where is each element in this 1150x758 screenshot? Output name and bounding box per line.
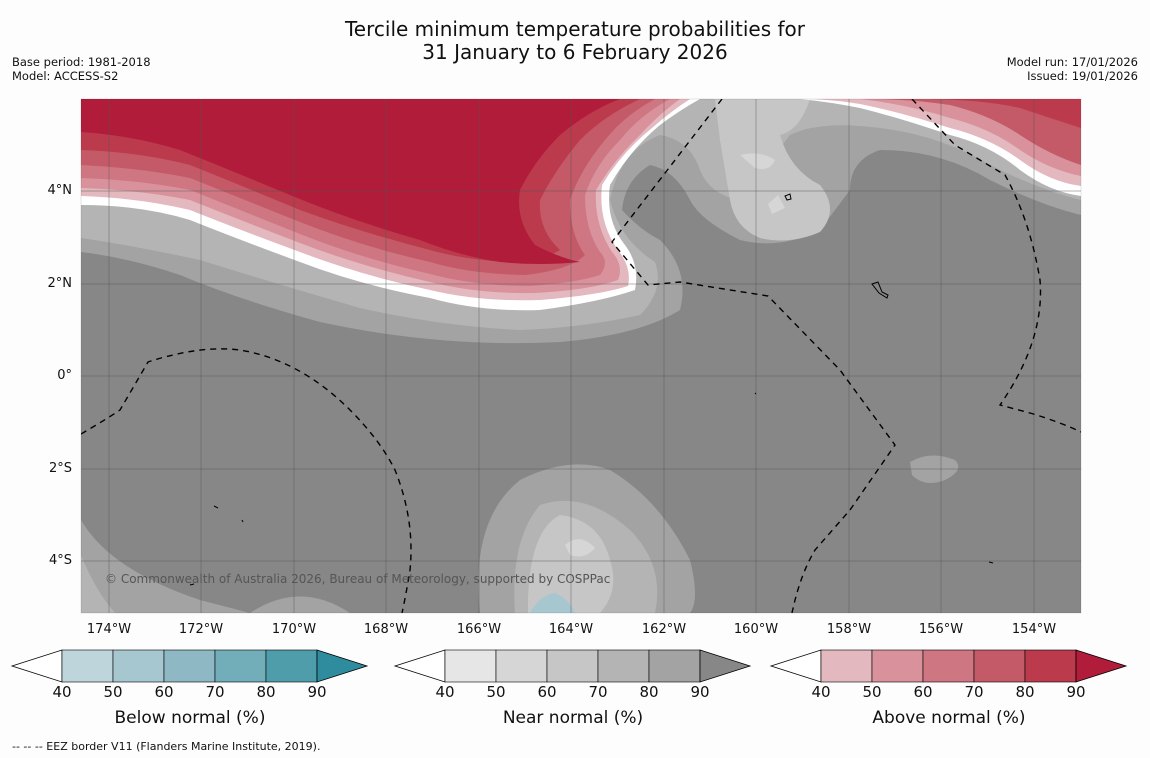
colorbar-near	[393, 649, 752, 683]
cb-above-title: Above normal (%)	[872, 708, 1026, 728]
cb-above-tick: 40	[811, 683, 831, 701]
cb-above-tick: 50	[862, 683, 882, 701]
cb-below-tick: 40	[52, 683, 72, 701]
lon-label-154w: 154°W	[1011, 622, 1057, 637]
cb-below-tick: 70	[205, 683, 225, 701]
lat-label-4s: 4°S	[48, 553, 72, 568]
eez-legend-note: -- -- -- EEZ border V11 (Flanders Marine…	[12, 740, 321, 753]
meta-right: Model run: 17/01/2026 Issued: 19/01/2026	[1007, 55, 1138, 83]
meta-left: Base period: 1981-2018 Model: ACCESS-S2	[12, 55, 151, 83]
lat-label-4n: 4°N	[47, 183, 73, 198]
lon-label-168w: 168°W	[363, 622, 409, 637]
lon-label-170w: 170°W	[271, 622, 317, 637]
lat-label-2n: 2°N	[47, 276, 73, 291]
cb-below-tick: 90	[307, 683, 327, 701]
cb-below-tick: 80	[256, 683, 276, 701]
colorbar-above	[769, 649, 1128, 683]
lon-label-164w: 164°W	[548, 622, 594, 637]
islands	[189, 193, 994, 586]
lon-label-166w: 166°W	[456, 622, 502, 637]
cb-below-tick: 60	[154, 683, 174, 701]
cb-above-tick: 60	[913, 683, 933, 701]
title-line-2: 31 January to 6 February 2026	[422, 40, 728, 64]
cb-below-tick: 50	[103, 683, 123, 701]
cb-near-title: Near normal (%)	[502, 708, 644, 728]
issued-date: Issued: 19/01/2026	[1027, 69, 1138, 83]
cb-near-tick: 60	[537, 683, 557, 701]
grid-lines	[81, 99, 1081, 613]
copyright-notice: © Commonwealth of Australia 2026, Bureau…	[105, 572, 611, 586]
cb-near-tick: 50	[486, 683, 506, 701]
lon-label-158w: 158°W	[826, 622, 872, 637]
cb-above-tick: 80	[1015, 683, 1035, 701]
title-line-1: Tercile minimum temperature probabilitie…	[344, 17, 806, 41]
colorbar-below	[10, 649, 369, 683]
cb-near-tick: 80	[639, 683, 659, 701]
cb-below-title: Below normal (%)	[114, 708, 266, 728]
cb-near-tick: 90	[690, 683, 710, 701]
cb-above-tick: 70	[964, 683, 984, 701]
lat-label-0: 0°	[57, 368, 72, 383]
model-run: Model run: 17/01/2026	[1006, 55, 1138, 69]
base-period: Base period: 1981-2018	[12, 55, 151, 69]
map-field	[81, 99, 1081, 613]
lon-label-172w: 172°W	[178, 622, 224, 637]
cb-near-tick: 40	[435, 683, 455, 701]
model-name: Model: ACCESS-S2	[12, 69, 119, 83]
chart-title: Tercile minimum temperature probabilitie…	[0, 18, 1150, 64]
eez-borders	[81, 99, 1081, 613]
cb-above-tick: 90	[1066, 683, 1086, 701]
lon-label-156w: 156°W	[918, 622, 964, 637]
lon-label-174w: 174°W	[86, 622, 132, 637]
cb-near-tick: 70	[588, 683, 608, 701]
lon-label-160w: 160°W	[733, 622, 779, 637]
lon-label-162w: 162°W	[641, 622, 687, 637]
lat-label-2s: 2°S	[48, 461, 72, 476]
